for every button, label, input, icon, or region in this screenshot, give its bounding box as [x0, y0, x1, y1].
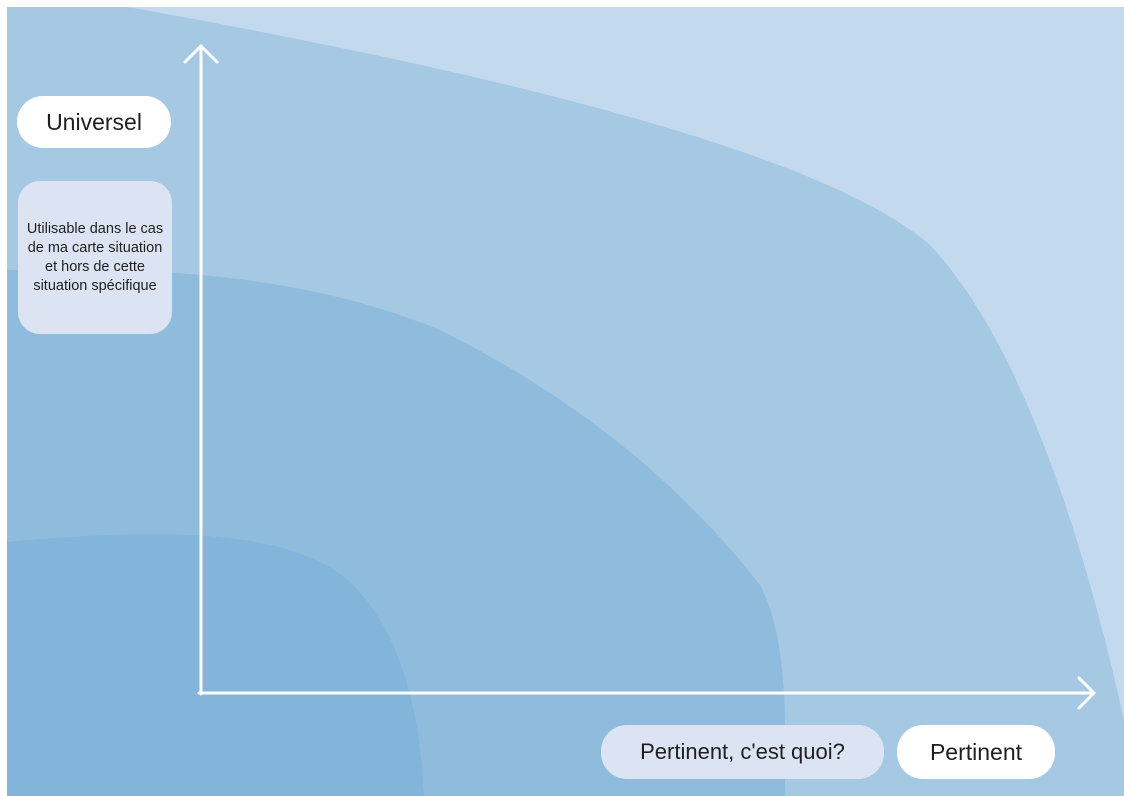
y-axis-label: Universel	[17, 96, 171, 148]
y-axis-arrowhead	[183, 44, 219, 64]
x-axis-label: Pertinent	[897, 725, 1055, 779]
x-axis-arrowhead	[1077, 676, 1096, 710]
x-axis-question: Pertinent, c'est quoi?	[601, 725, 884, 779]
y-axis-description: Utilisable dans le cas de ma carte situa…	[18, 181, 172, 334]
zone-inner	[7, 534, 424, 796]
